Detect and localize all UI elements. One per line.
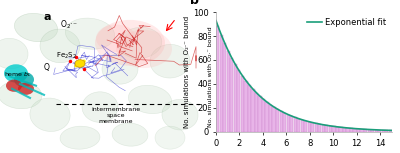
Exponential fit [342,127,346,129]
Bar [269,105,272,132]
Circle shape [6,80,22,92]
Exponential fit [390,130,394,131]
Bar [332,126,336,132]
Text: b: b [190,0,198,7]
Exponential fit [283,112,288,114]
Bar [266,102,269,132]
Circle shape [75,60,85,67]
Bar [336,127,339,132]
Text: $\mathregular{Fe_2S_2}$: $\mathregular{Fe_2S_2}$ [56,51,77,61]
Ellipse shape [155,126,185,149]
Bar [280,111,283,132]
Legend: Exponential fit: Exponential fit [305,16,388,29]
Circle shape [18,83,34,95]
Bar [304,121,307,132]
Exponential fit [341,127,346,128]
Bar [283,113,286,132]
Line: Exponential fit: Exponential fit [216,21,392,131]
Bar [360,129,364,132]
Bar [234,64,237,132]
Bar [272,107,276,132]
Bar [276,109,279,132]
Text: a: a [44,12,52,22]
Bar [389,130,392,132]
Bar [297,119,300,132]
Bar [385,130,388,132]
Exponential fit [235,67,240,69]
Bar [357,129,360,132]
Text: No. simulations with O₂·⁻ bound: No. simulations with O₂·⁻ bound [208,26,212,127]
Bar [290,116,293,132]
Bar [223,43,226,132]
Bar [350,128,353,132]
Bar [294,117,297,132]
Ellipse shape [14,13,58,42]
Ellipse shape [60,126,100,149]
Bar [301,120,304,132]
Bar [308,122,311,132]
Bar [255,93,258,132]
Bar [241,76,244,132]
Circle shape [14,72,34,87]
Bar [371,130,374,132]
Ellipse shape [116,30,172,68]
Bar [364,129,367,132]
Bar [262,99,265,132]
Bar [251,89,254,132]
Bar [339,127,342,132]
Exponential fit [214,20,218,22]
Bar [220,35,223,132]
Ellipse shape [30,98,70,131]
Bar [230,58,234,132]
Y-axis label: No. simulations with O₂·⁻ bound: No. simulations with O₂·⁻ bound [184,16,190,128]
Text: heme $b_L$: heme $b_L$ [4,71,32,79]
Bar [322,125,325,132]
Bar [248,85,251,132]
Bar [378,130,381,132]
Bar [244,81,248,132]
Bar [346,128,350,132]
Bar [311,123,314,132]
Ellipse shape [102,54,138,84]
Ellipse shape [96,24,136,52]
Bar [382,130,385,132]
Ellipse shape [82,92,118,122]
Exponential fit [271,106,276,108]
Bar [237,70,240,132]
Bar [343,128,346,132]
Bar [374,130,378,132]
Ellipse shape [95,20,165,66]
Bar [227,51,230,132]
Bar [216,26,219,132]
Ellipse shape [162,99,198,130]
Ellipse shape [150,44,190,78]
Bar [286,115,290,132]
Circle shape [4,64,28,83]
Ellipse shape [128,85,172,114]
Exponential fit [324,124,329,126]
Ellipse shape [0,38,28,69]
Bar [315,123,318,132]
Bar [258,96,262,132]
Bar [325,125,328,132]
Bar [368,129,371,132]
Bar [329,126,332,132]
Bar [318,124,322,132]
Ellipse shape [118,27,162,58]
Ellipse shape [0,81,42,109]
Bar [354,129,357,132]
Ellipse shape [65,18,115,49]
Text: intermembrane
space
membrane: intermembrane space membrane [92,107,140,124]
Text: $\mathregular{O_2}$·⁻: $\mathregular{O_2}$·⁻ [60,19,78,31]
Text: Q: Q [44,63,50,72]
Ellipse shape [112,123,148,146]
Ellipse shape [40,29,80,63]
